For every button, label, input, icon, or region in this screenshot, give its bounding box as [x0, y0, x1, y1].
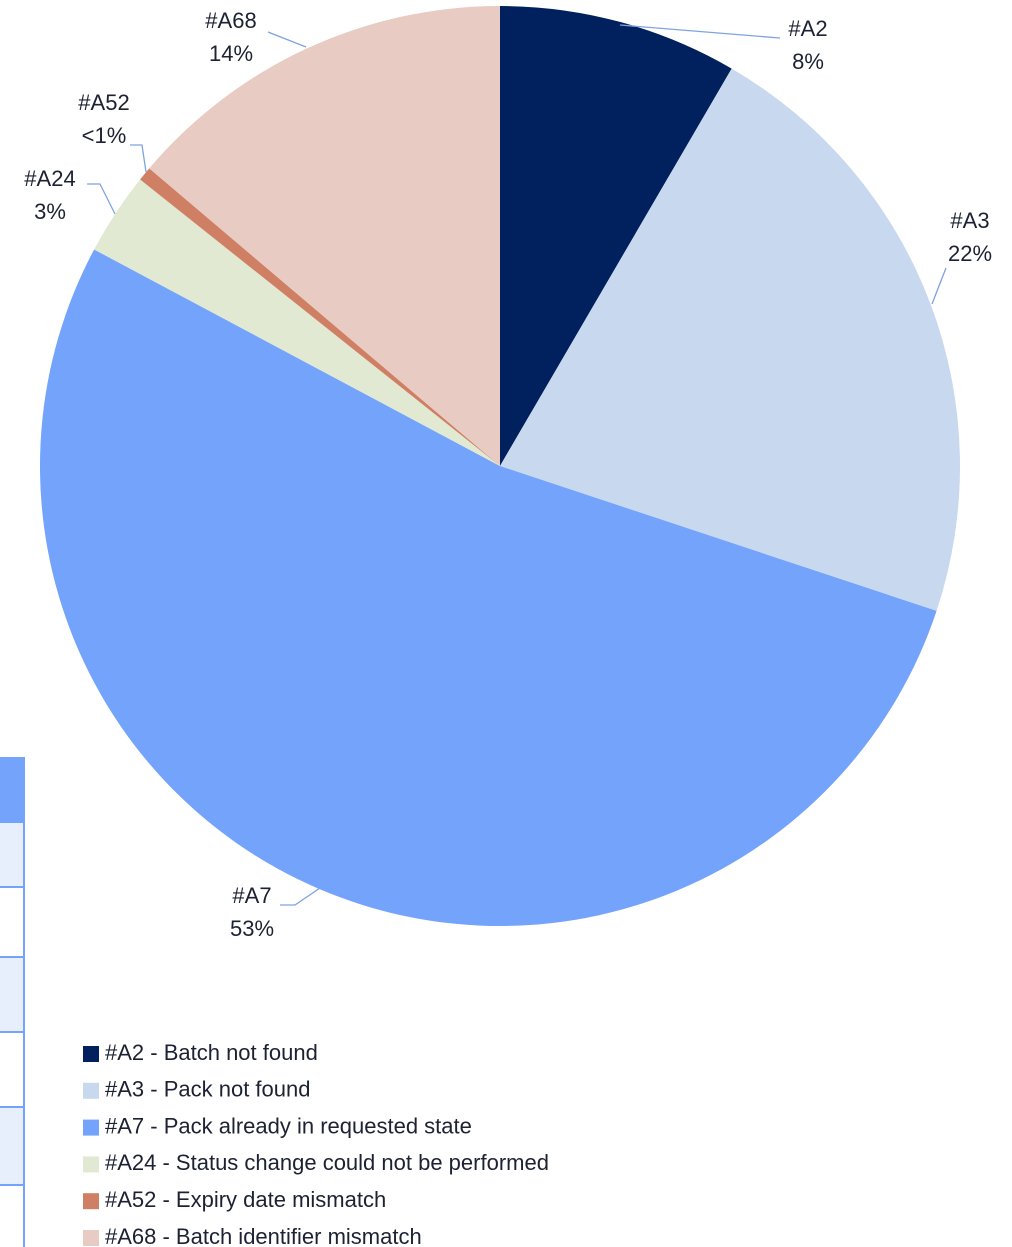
slice-label: #A3 — [950, 208, 989, 233]
slice-label: #A7 — [232, 883, 271, 908]
slice-label: #A2 — [788, 16, 827, 41]
table-lines — [0, 821, 24, 1186]
slice-value-label: 3% — [34, 199, 66, 224]
pie-slice — [149, 6, 501, 466]
slice-value-label: 8% — [792, 49, 824, 74]
leader-line — [87, 183, 116, 215]
slice-value-label: 22% — [948, 241, 992, 266]
pie-slice — [500, 6, 732, 466]
table-row — [0, 822, 24, 887]
legend-label: #A24 - Status change could not be perfor… — [105, 1150, 549, 1175]
pie-slice — [500, 68, 961, 611]
table-row — [0, 887, 24, 957]
legend-label: #A68 - Batch identifier mismatch — [105, 1224, 422, 1247]
slice-value-label: 53% — [230, 916, 274, 941]
leader-line — [267, 31, 307, 48]
table-row — [0, 957, 24, 1032]
legend-swatch — [83, 1046, 99, 1062]
legend-label: #A3 - Pack not found — [105, 1077, 310, 1102]
legend-swatch — [83, 1156, 99, 1173]
pie-slice — [94, 179, 501, 466]
leader-line — [619, 24, 781, 39]
pie-slice — [140, 168, 500, 467]
slice-value-label: 14% — [209, 41, 253, 66]
legend-label: #A7 - Pack already in requested state — [105, 1113, 472, 1138]
legend-label: #A52 - Expiry date mismatch — [105, 1187, 386, 1212]
slice-label: #A24 — [24, 166, 75, 191]
pie-slice — [39, 249, 937, 927]
table-row — [0, 1032, 24, 1107]
legend-swatch — [83, 1082, 99, 1099]
slice-label: #A68 — [205, 8, 256, 33]
table-row — [0, 1107, 24, 1185]
legend-swatch — [83, 1119, 99, 1136]
slice-label: #A52 — [78, 90, 129, 115]
legend-label: #A2 - Batch not found — [105, 1040, 318, 1065]
leader-line — [931, 267, 947, 305]
leader-line — [280, 887, 321, 906]
slice-value-label: <1% — [82, 123, 127, 148]
background-table — [0, 757, 25, 1247]
legend-swatch — [83, 1193, 99, 1210]
legend-swatch — [83, 1230, 99, 1246]
table-row — [0, 757, 24, 822]
leader-line — [130, 144, 147, 173]
